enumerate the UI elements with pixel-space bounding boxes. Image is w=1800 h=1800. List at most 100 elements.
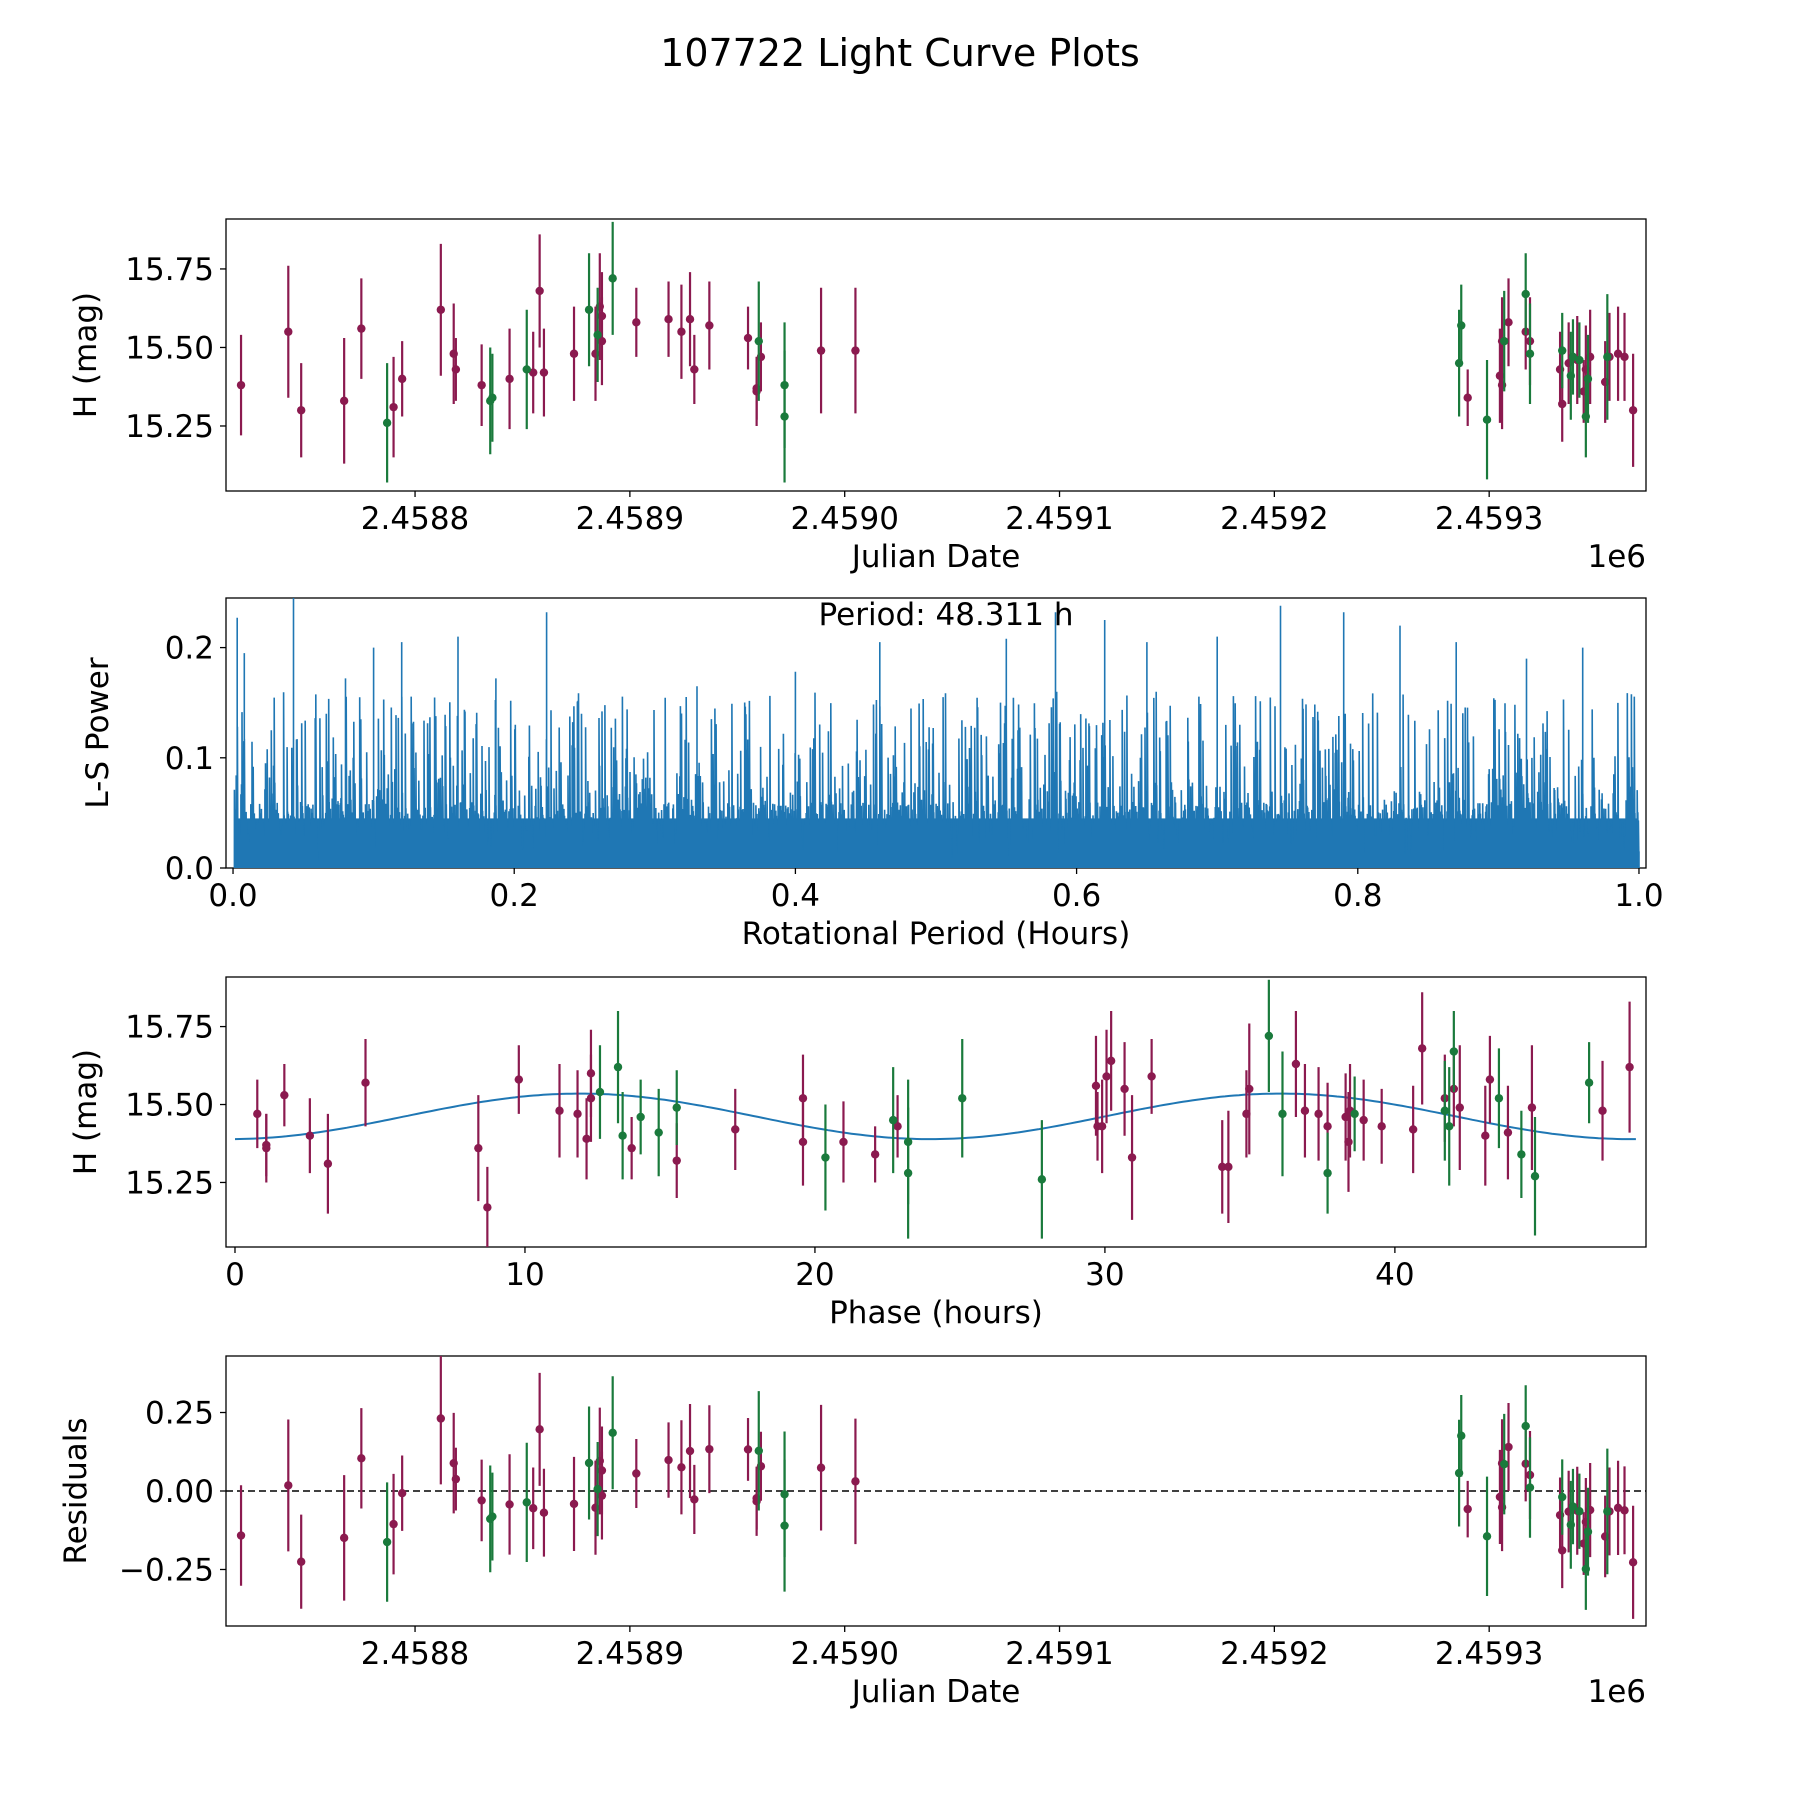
- residual-point: [705, 1405, 714, 1494]
- p1-frame: [225, 218, 1647, 492]
- data-point: [685, 1446, 695, 1456]
- phased-point: [1527, 1045, 1537, 1170]
- phased-point: [672, 1070, 681, 1146]
- phased-point: [1242, 1070, 1251, 1158]
- data-point: [505, 374, 514, 384]
- residual-point: [1603, 1448, 1612, 1575]
- p2-ylabel: L-S Power: [80, 657, 116, 808]
- data-point: [397, 374, 407, 384]
- data-point: [1584, 1078, 1594, 1087]
- data-point: [1300, 1106, 1310, 1115]
- residual-point: [1583, 1487, 1593, 1576]
- phased-point: [1377, 1088, 1386, 1164]
- phased-point: [483, 1166, 492, 1247]
- data-point: [780, 412, 789, 421]
- data-point: [382, 418, 392, 428]
- data-point: [632, 1469, 641, 1478]
- p1-xtick-label: 2.4592: [1220, 501, 1328, 537]
- data-point: [1558, 1546, 1567, 1555]
- data-point: [1575, 1507, 1584, 1516]
- residual-point: [1613, 1460, 1623, 1555]
- phased-point: [1106, 1010, 1116, 1111]
- residual-point: [389, 1473, 398, 1575]
- phased-point: [903, 1107, 913, 1239]
- light-curve-point: [1568, 319, 1578, 395]
- data-point: [1628, 1558, 1638, 1567]
- data-point: [1603, 352, 1612, 362]
- data-point: [573, 1109, 582, 1119]
- data-point: [1224, 1162, 1233, 1172]
- p1-xtick-label: 2.4590: [790, 501, 898, 537]
- light-curve-point: [1482, 360, 1492, 480]
- data-point: [451, 1474, 461, 1484]
- phased-point: [1440, 1060, 1450, 1161]
- data-point: [483, 1203, 492, 1212]
- p4-offset-label: 1e6: [1587, 1674, 1646, 1710]
- data-point: [1521, 1421, 1530, 1431]
- residual-point: [664, 1422, 673, 1498]
- phased-point: [1278, 1051, 1287, 1177]
- data-point: [1517, 1150, 1526, 1159]
- light-curve-point: [339, 338, 349, 464]
- data-point: [816, 1463, 826, 1472]
- residual-point: [685, 1403, 695, 1499]
- p2-ytick-label: 0.2: [165, 631, 214, 667]
- p4-ytick-label: 0.00: [145, 1474, 214, 1510]
- panel-phased-light-curve: 0 10 20 30 40 15.25 15.50 15.75 Phase (hours) H (…: [68, 976, 1647, 1331]
- data-point: [1485, 1075, 1495, 1084]
- phased-point: [555, 1063, 564, 1158]
- p2-ytick-label: 0.0: [165, 851, 214, 887]
- phased-point: [1323, 1132, 1332, 1214]
- phased-point: [1224, 1110, 1233, 1223]
- data-point: [1408, 1125, 1418, 1134]
- data-point: [839, 1137, 848, 1147]
- phased-point: [280, 1063, 289, 1127]
- data-point: [1504, 1442, 1513, 1452]
- phased-point: [958, 1039, 967, 1158]
- data-point: [569, 1499, 579, 1509]
- phased-point: [1530, 1116, 1540, 1236]
- p1-xtick-label: 2.4588: [361, 501, 469, 537]
- model-curve: [234, 1092, 1636, 1141]
- data-point: [1620, 352, 1629, 362]
- residual-point: [505, 1454, 514, 1555]
- data-point: [1147, 1072, 1156, 1081]
- phased-point: [1503, 1085, 1513, 1180]
- light-curve-point: [1463, 369, 1472, 426]
- phased-point: [1147, 1039, 1156, 1114]
- p2-xtick-label: 0.6: [1052, 878, 1101, 914]
- data-point: [436, 305, 446, 314]
- phased-point: [514, 1045, 524, 1114]
- light-curve-point: [1685, 253, 1693, 354]
- data-point: [1575, 355, 1584, 365]
- data-point: [1037, 1175, 1047, 1184]
- data-point: [1503, 1128, 1513, 1137]
- data-point: [586, 1069, 596, 1078]
- light-curve-point: [535, 234, 544, 348]
- p2-xtick-label: 0.8: [1333, 878, 1382, 914]
- data-point: [1377, 1122, 1386, 1131]
- residual-point: [236, 1485, 246, 1586]
- light-curve-point: [236, 334, 246, 436]
- p2-xtick-label: 0.2: [490, 878, 539, 914]
- data-point: [514, 1075, 524, 1084]
- data-point: [555, 1106, 564, 1115]
- data-point: [608, 1428, 617, 1437]
- residual-point: [436, 1356, 446, 1485]
- light-curve-point: [389, 356, 398, 458]
- data-point: [870, 1150, 880, 1159]
- light-curve-point: [685, 272, 695, 367]
- data-point: [731, 1125, 740, 1134]
- p1-offset-label: 1e6: [1587, 539, 1646, 575]
- light-curve-point: [539, 328, 549, 417]
- light-curve-point: [1525, 303, 1535, 404]
- residual-point: [851, 1418, 860, 1545]
- light-curve-point: [1628, 353, 1638, 467]
- light-curve-point: [397, 341, 407, 417]
- phased-point: [636, 1079, 645, 1155]
- data-point: [529, 368, 538, 377]
- residual-point: [1463, 1480, 1472, 1538]
- data-point: [1530, 1172, 1540, 1181]
- phased-point: [839, 1101, 848, 1183]
- light-curve-point: [584, 253, 594, 367]
